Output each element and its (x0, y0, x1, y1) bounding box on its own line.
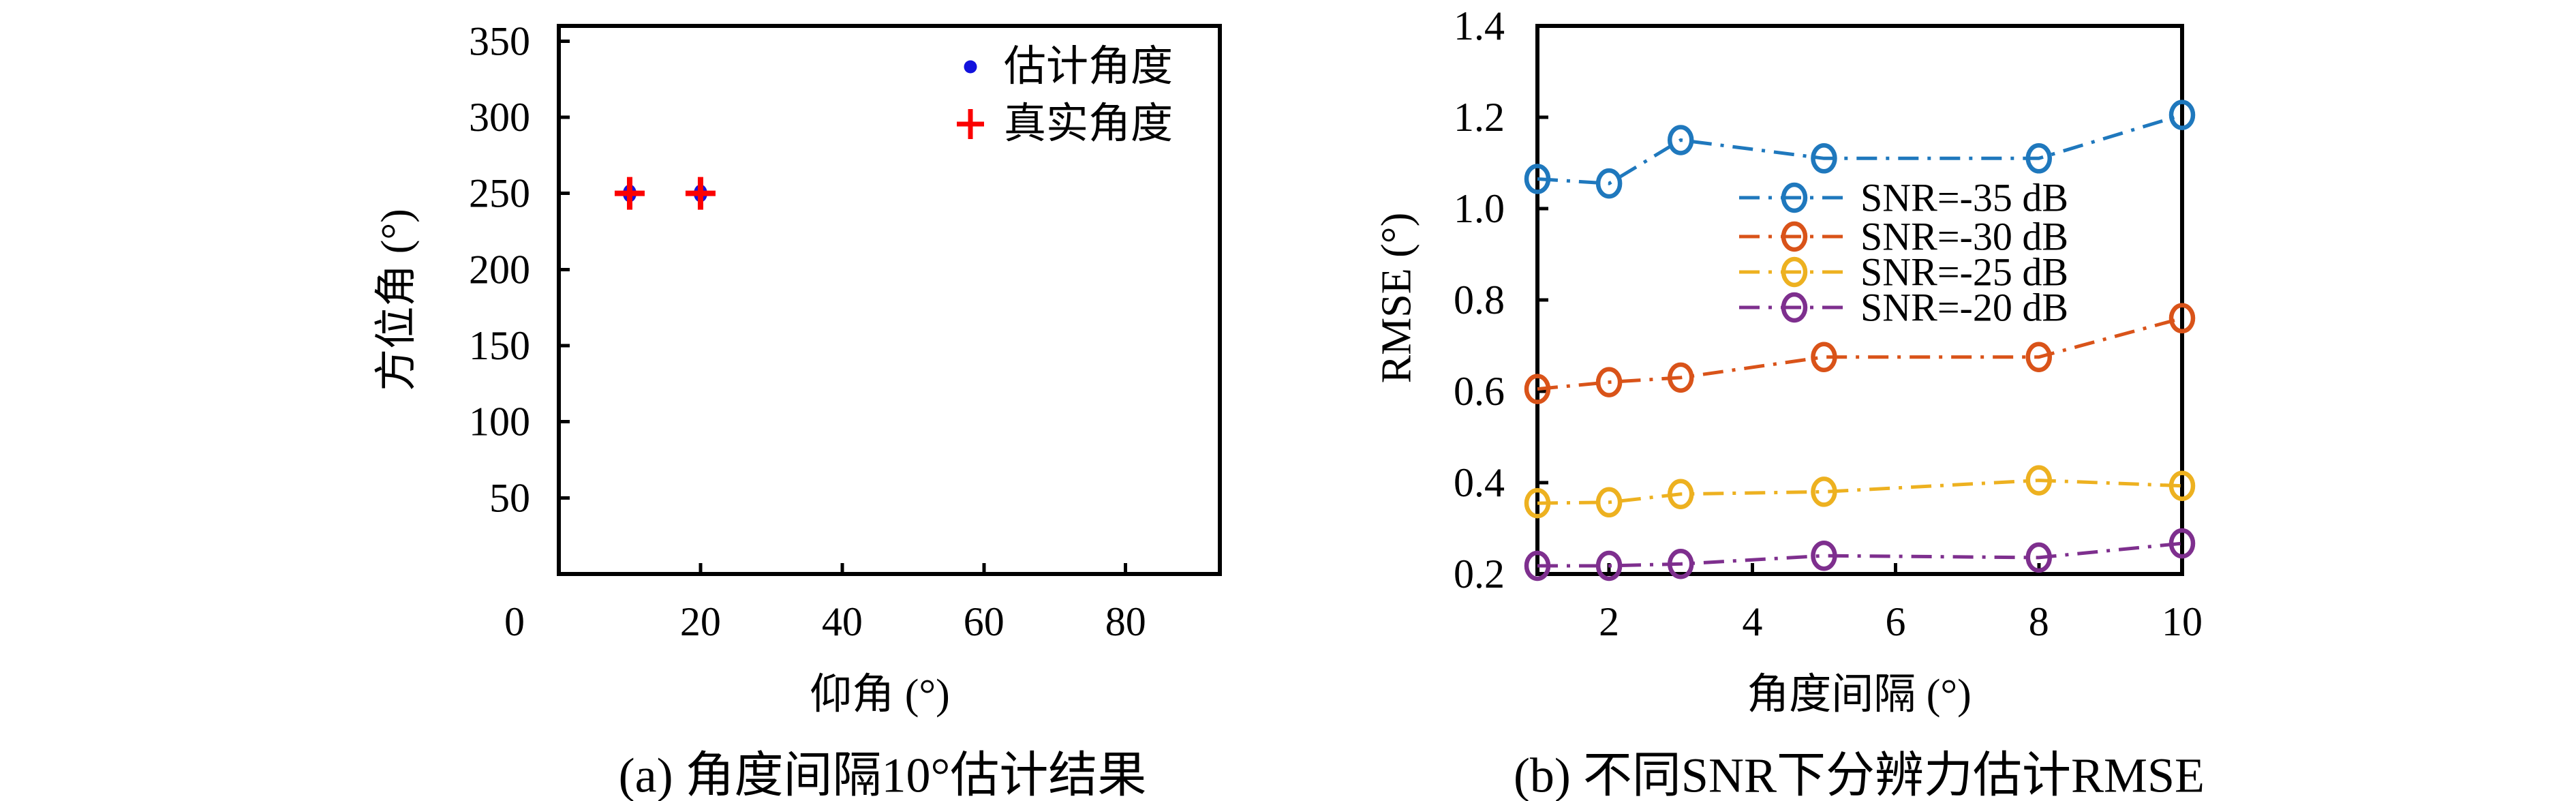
data-point-marker (2168, 470, 2196, 501)
y-tick-label: 1.0 (1454, 186, 1505, 231)
legend-label: SNR=-20 dB (1860, 286, 2068, 330)
data-point-marker (1524, 374, 1551, 404)
data-point-marker (1667, 125, 1694, 155)
right-chart-caption: (b) 不同SNR下分辨力估计RMSE (1513, 748, 2205, 801)
y-tick-label: 0.2 (1454, 551, 1505, 596)
y-tick-label: 350 (469, 18, 530, 63)
data-point-marker (1524, 550, 1551, 581)
left-chart-caption: (a) 角度间隔10°估计结果 (618, 748, 1147, 801)
series-line (1537, 479, 2183, 505)
x-tick-label: 4 (1742, 599, 1762, 644)
x-tick-label: 80 (1105, 599, 1146, 644)
data-point-marker (1595, 367, 1623, 397)
legend-label: SNR=-35 dB (1860, 176, 2068, 220)
legend-label: SNR=-30 dB (1860, 215, 2068, 259)
x-tick-label: 2 (1599, 599, 1619, 644)
legend-marker (1781, 292, 1808, 323)
y-tick-label: 50 (489, 475, 530, 520)
legend-marker (964, 60, 977, 74)
y-tick-label: 1.4 (1454, 3, 1505, 48)
legend-marker (1781, 182, 1808, 213)
data-point-marker (2168, 100, 2196, 130)
plot-frame-b (1535, 24, 2184, 576)
series-line (1537, 541, 2183, 568)
data-point-marker (1595, 550, 1623, 581)
data-point-marker (1667, 549, 1694, 579)
data-point-marker (1524, 164, 1551, 194)
x-tick-label: 40 (822, 599, 863, 644)
data-point-marker (2168, 303, 2196, 334)
y-tick-label: 200 (469, 247, 530, 292)
data-point-marker (2025, 465, 2053, 496)
x-tick-label: 6 (1886, 599, 1906, 644)
legend-label: SNR=-25 dB (1860, 250, 2068, 294)
y-tick-label: 250 (469, 171, 530, 216)
x-tick-label: 10 (2162, 599, 2203, 644)
data-point-marker (1524, 487, 1551, 519)
y-tick-label: 100 (469, 399, 530, 444)
legend-label: 真实角度 (1004, 101, 1173, 147)
legend-marker (1781, 256, 1808, 288)
y-tick-label: 0.4 (1454, 460, 1505, 505)
x-tick-label: 20 (680, 599, 721, 644)
x-tick-label: 0 (504, 599, 525, 644)
data-point-marker (1811, 342, 1837, 372)
data-point-marker (2025, 342, 2053, 372)
data-point-marker (1595, 487, 1623, 518)
data-point-marker (1811, 477, 1837, 507)
data-point-marker (2025, 143, 2053, 174)
data-point-marker (2168, 528, 2196, 559)
y-tick-label: 150 (469, 323, 530, 368)
left-chart-x-axis-title: 仰角 (°) (810, 671, 950, 718)
plot-frame-a (557, 24, 1222, 576)
series-line (1537, 316, 2183, 391)
data-point-marker (1595, 168, 1623, 199)
right-chart-x-axis-title: 角度间隔 (°) (1747, 671, 1972, 718)
y-tick-label: 0.8 (1454, 277, 1505, 322)
left-chart-y-axis-title: 方位角 (°) (373, 209, 420, 391)
x-tick-label: 60 (964, 599, 1005, 644)
x-tick-label: 8 (2029, 599, 2049, 644)
data-point-marker (1811, 143, 1837, 174)
legend-label: 估计角度 (1004, 44, 1173, 90)
y-tick-label: 1.2 (1454, 95, 1505, 140)
data-point-marker (2025, 542, 2053, 573)
data-point-marker (1667, 479, 1694, 509)
y-tick-label: 300 (469, 95, 530, 140)
data-point-marker (1667, 362, 1694, 393)
data-point-marker (1811, 540, 1837, 571)
legend-marker (1781, 221, 1808, 252)
y-tick-label: 0.6 (1454, 369, 1505, 414)
right-chart-y-axis-title: RMSE (°) (1373, 212, 1420, 384)
series-line (1537, 113, 2183, 185)
